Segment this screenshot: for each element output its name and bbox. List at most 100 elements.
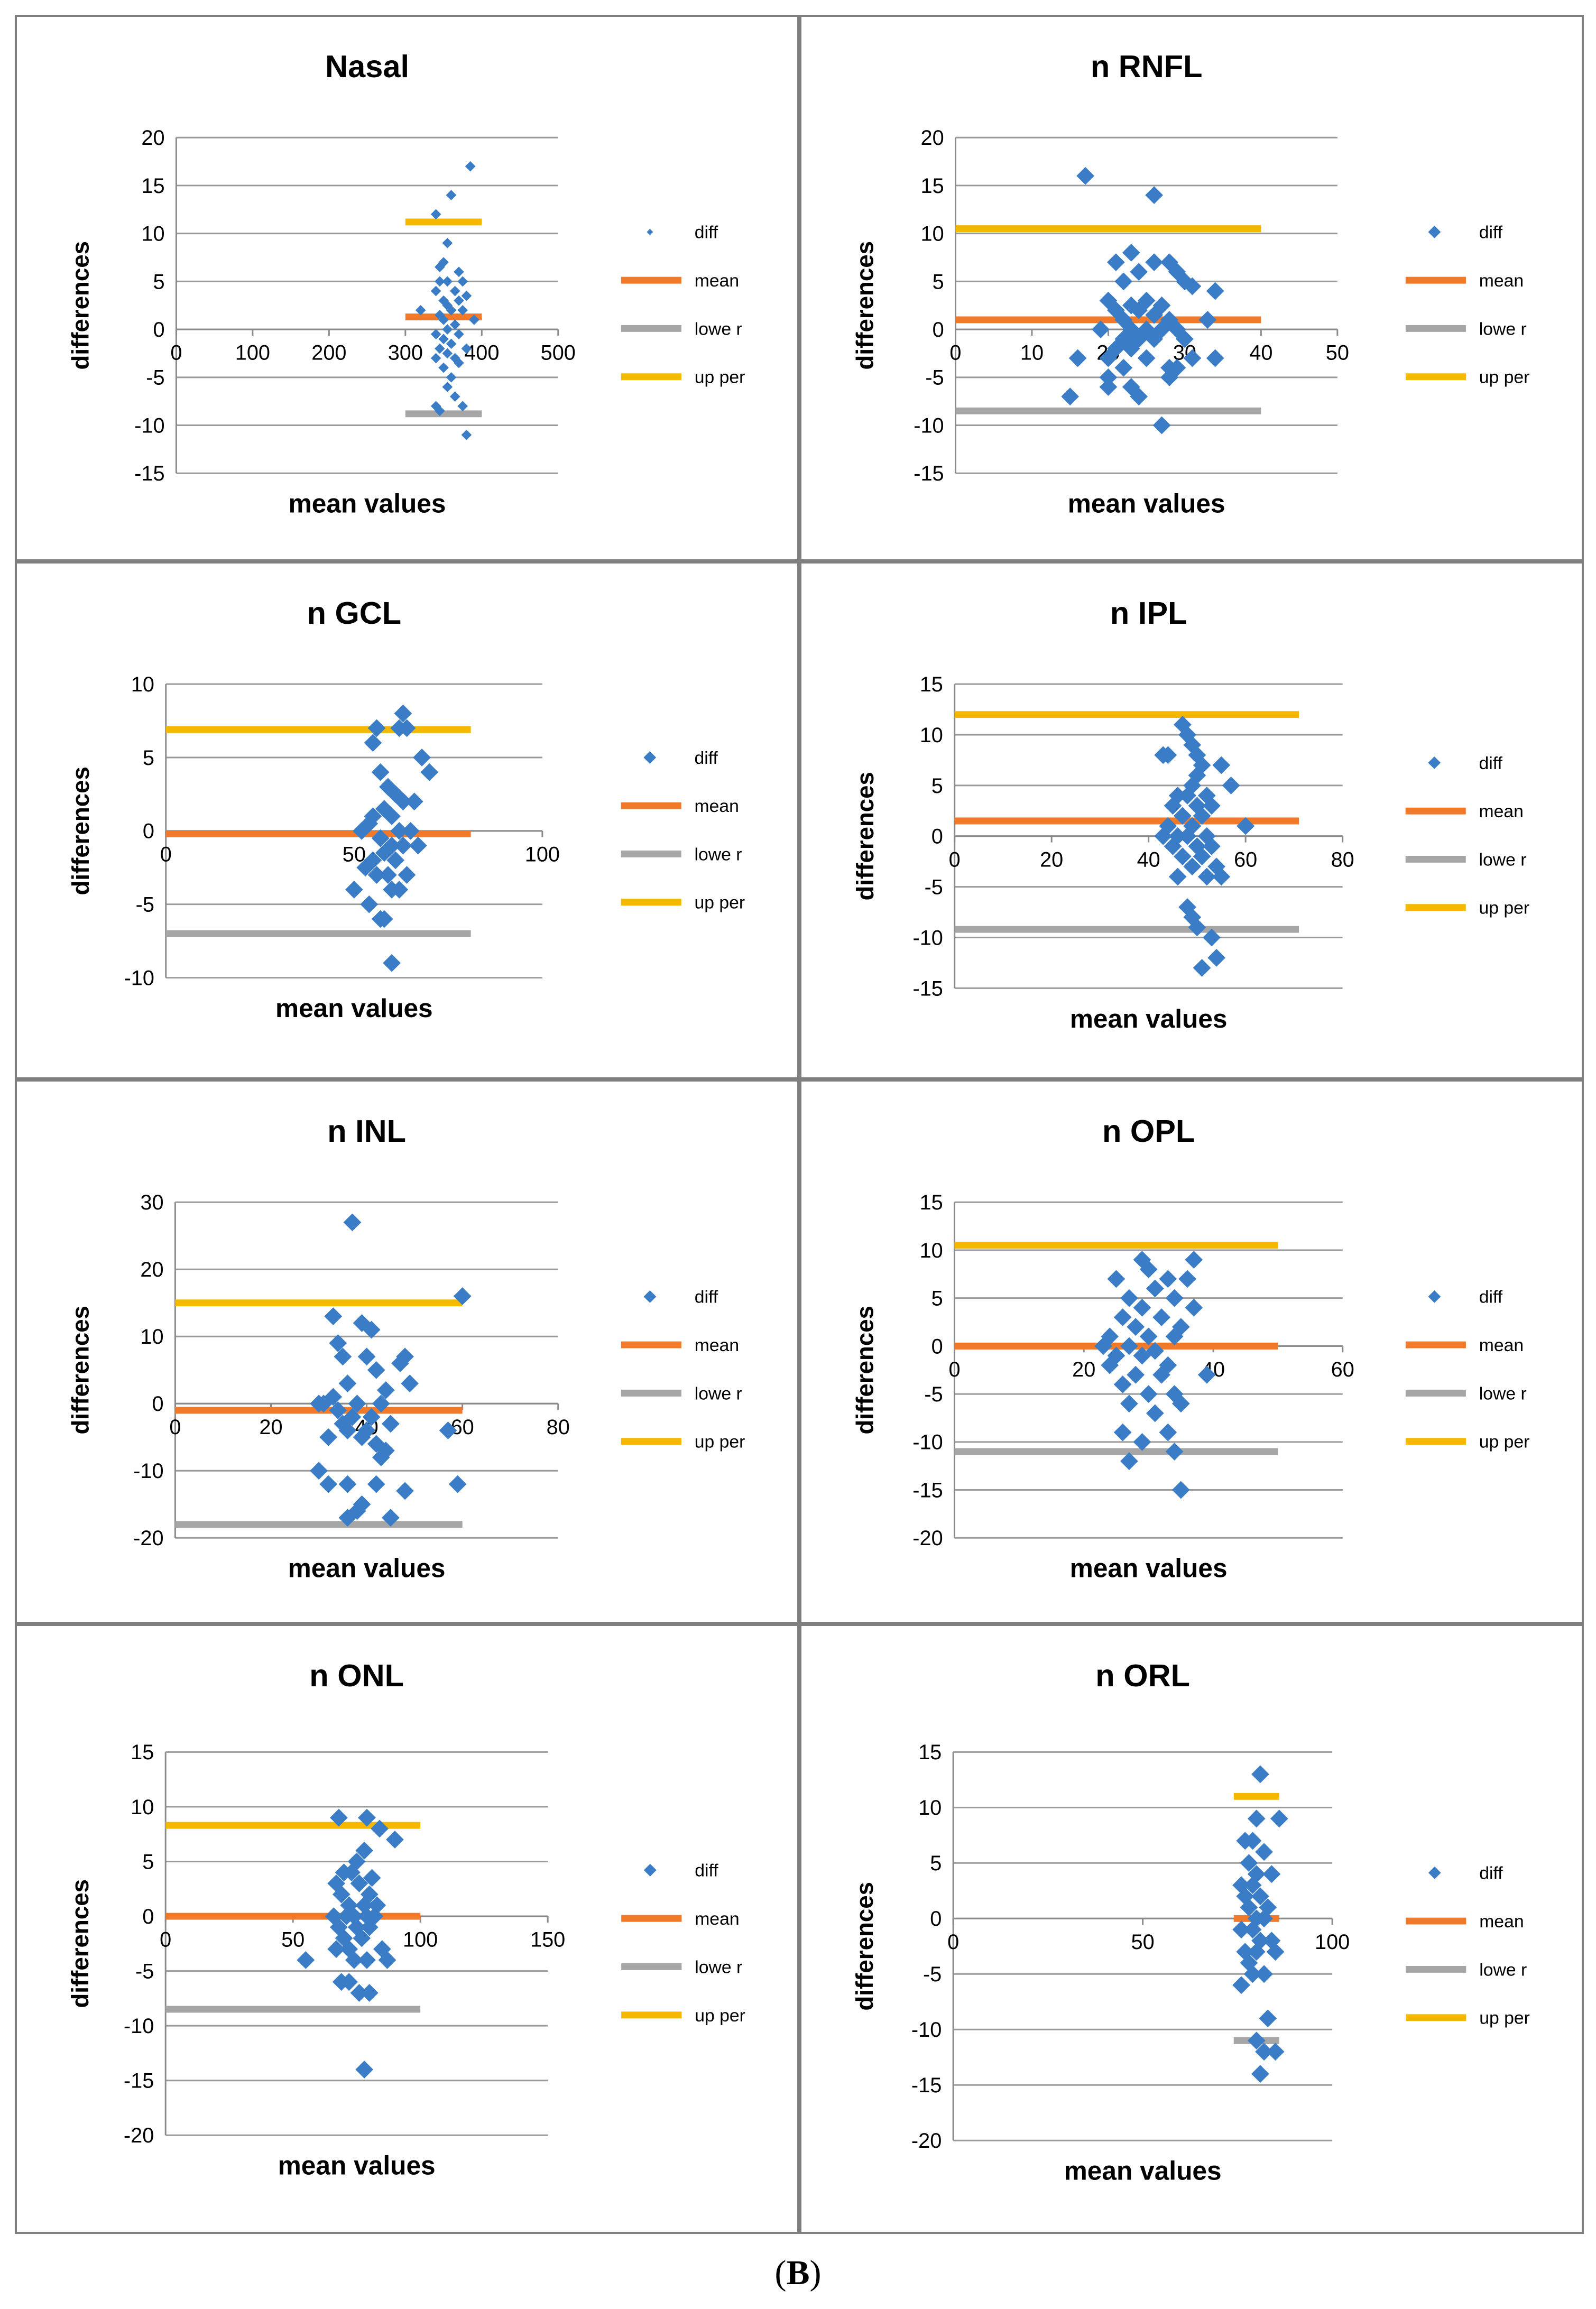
diff-point — [442, 324, 453, 335]
diff-point — [1159, 746, 1177, 764]
x-tick-label: 0 — [947, 1931, 959, 1954]
diff-point — [338, 1374, 357, 1392]
diff-point — [355, 2061, 374, 2079]
legend-label: diff — [1479, 223, 1503, 243]
legend-label: lowe r — [695, 319, 742, 339]
diff-point — [1212, 756, 1231, 774]
chart-panel-orl: n ORL -20 -15 -10 -5 0 5 10 15 0 50 100 mean values d… — [799, 1624, 1584, 2234]
diff-point — [438, 362, 449, 373]
diff-point — [1168, 787, 1187, 805]
diff-point — [372, 1448, 390, 1466]
diff-point — [1255, 2043, 1273, 2061]
diff-point — [362, 1320, 381, 1339]
diff-point — [454, 266, 464, 278]
diff-point — [310, 1394, 328, 1413]
diff-point — [1145, 186, 1163, 204]
legend-label: lowe r — [1479, 1383, 1527, 1403]
y-tick-label: -10 — [911, 2018, 942, 2042]
diff-point — [1171, 1481, 1190, 1499]
legend-diff-marker — [647, 228, 653, 235]
diff-point — [1247, 1865, 1266, 1883]
legend-label: up per — [695, 893, 745, 913]
y-tick-label: -10 — [912, 1431, 943, 1454]
diff-point — [1165, 1327, 1184, 1346]
diff-point — [398, 719, 416, 737]
diff-point — [413, 749, 431, 766]
y-axis-label: differences — [851, 1882, 878, 2011]
diff-point — [1243, 1876, 1262, 1895]
y-tick-label: 20 — [140, 1258, 163, 1281]
legend-label: diff — [695, 1861, 718, 1881]
diff-point — [438, 334, 449, 345]
diff-point — [1193, 847, 1211, 865]
y-tick-label: 5 — [933, 270, 944, 293]
diff-point — [438, 315, 449, 325]
x-tick-label: 0 — [949, 848, 961, 871]
diff-point — [461, 290, 472, 301]
y-tick-label: 15 — [920, 673, 943, 696]
legend-label: mean — [1479, 1911, 1524, 1932]
chart-panel-nasal: Nasal -15 -10 -5 0 5 10 15 20 0 100 200 300 400 500 mea… — [15, 15, 799, 561]
y-tick-label: 15 — [141, 174, 164, 198]
y-axis-label: differences — [852, 772, 879, 900]
x-tick-label: 40 — [1137, 848, 1160, 871]
diff-point — [367, 866, 386, 884]
diff-point — [1178, 1270, 1196, 1288]
diff-point — [1197, 787, 1216, 805]
diff-point — [1168, 827, 1187, 845]
diff-point — [1247, 2031, 1266, 2050]
diff-point — [347, 1852, 366, 1871]
diff-point — [430, 285, 441, 297]
diff-point — [1094, 1337, 1112, 1355]
diff-point — [324, 1307, 343, 1325]
chart-title: n GCL — [307, 595, 401, 631]
diff-point — [1122, 244, 1140, 262]
diff-point — [439, 1421, 457, 1439]
legend-diff-marker — [643, 751, 657, 764]
y-tick-label: -15 — [134, 462, 164, 485]
y-axis-label: differences — [67, 241, 94, 370]
x-tick-label: 100 — [1315, 1931, 1350, 1954]
legend-label: up per — [1479, 1432, 1530, 1452]
diff-point — [1183, 817, 1202, 835]
diff-point — [343, 1213, 362, 1232]
diff-point — [1174, 847, 1192, 865]
y-tick-label: 20 — [920, 126, 944, 150]
diff-point — [401, 821, 420, 840]
y-tick-label: 10 — [920, 1239, 943, 1262]
diff-point — [382, 1509, 400, 1527]
figure-caption: (B) — [774, 2253, 822, 2292]
y-tick-label: -5 — [136, 893, 154, 917]
chart-panel-rnfl: n RNFL-15-10-50510152001020304050mean va… — [799, 15, 1584, 561]
diff-point — [1193, 807, 1211, 825]
y-tick-label: 30 — [140, 1191, 163, 1214]
diff-point — [382, 1415, 400, 1433]
diff-point — [367, 719, 386, 737]
y-tick-label: 5 — [931, 774, 943, 798]
diff-point — [358, 1951, 376, 1969]
y-tick-label: -5 — [146, 366, 164, 390]
diff-point — [442, 237, 453, 248]
diff-point — [1203, 928, 1221, 947]
diff-point — [1178, 827, 1196, 845]
legend-diff-marker — [643, 1290, 657, 1303]
diff-point — [398, 866, 416, 884]
legend-label: diff — [695, 748, 718, 768]
diff-point — [1120, 1289, 1138, 1307]
y-tick-label: 0 — [143, 820, 154, 843]
diff-point — [435, 343, 445, 354]
diff-point — [396, 1482, 414, 1500]
diff-point — [1240, 1898, 1258, 1917]
x-tick-label: 0 — [160, 843, 172, 866]
diff-point — [1178, 787, 1196, 805]
diff-point — [1207, 949, 1225, 967]
diff-point — [1099, 378, 1118, 396]
diff-point — [345, 1907, 363, 1925]
diff-point — [1251, 1765, 1269, 1784]
chart-title: n INL — [327, 1113, 406, 1149]
x-tick-label: 0 — [170, 341, 182, 365]
x-tick-label: 200 — [311, 341, 346, 365]
diff-point — [324, 1388, 343, 1406]
